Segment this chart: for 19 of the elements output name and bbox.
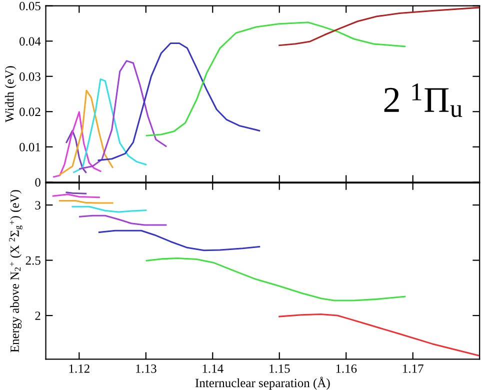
y-tick-label: 2.5: [26, 256, 40, 265]
y-axis-title: Width (eV): [4, 66, 16, 122]
y-tick-label: 0.05: [20, 2, 40, 10]
y-tick-label: 3: [35, 201, 40, 210]
y-tick-label: 0.02: [20, 108, 40, 116]
x-tick-label: 1.13: [136, 364, 156, 373]
x-tick-label: 1.14: [202, 364, 224, 373]
x-tick-label: 1.17: [403, 364, 424, 373]
y-tick-label: 0.04: [20, 37, 41, 46]
y-tick-label: 0: [35, 178, 40, 187]
y-tick-label: 0.03: [20, 72, 40, 81]
annotation: 2 $^{1}$Π$_{u}$: [384, 84, 462, 118]
x-tick-label: 1.16: [336, 364, 357, 373]
y-tick-label: 0.01: [20, 142, 40, 152]
y-tick-label: 2: [35, 312, 40, 320]
x-tick-label: 1.12: [69, 364, 90, 373]
x-axis-title: Internuclear separation (Å): [195, 376, 330, 390]
x-tick-label: 1.15: [270, 364, 290, 373]
text: Energy above N$_{2}$$^{+}$ (X $^{2}$Σ$_{g}$$^{+}$) (eV): [9, 190, 22, 352]
